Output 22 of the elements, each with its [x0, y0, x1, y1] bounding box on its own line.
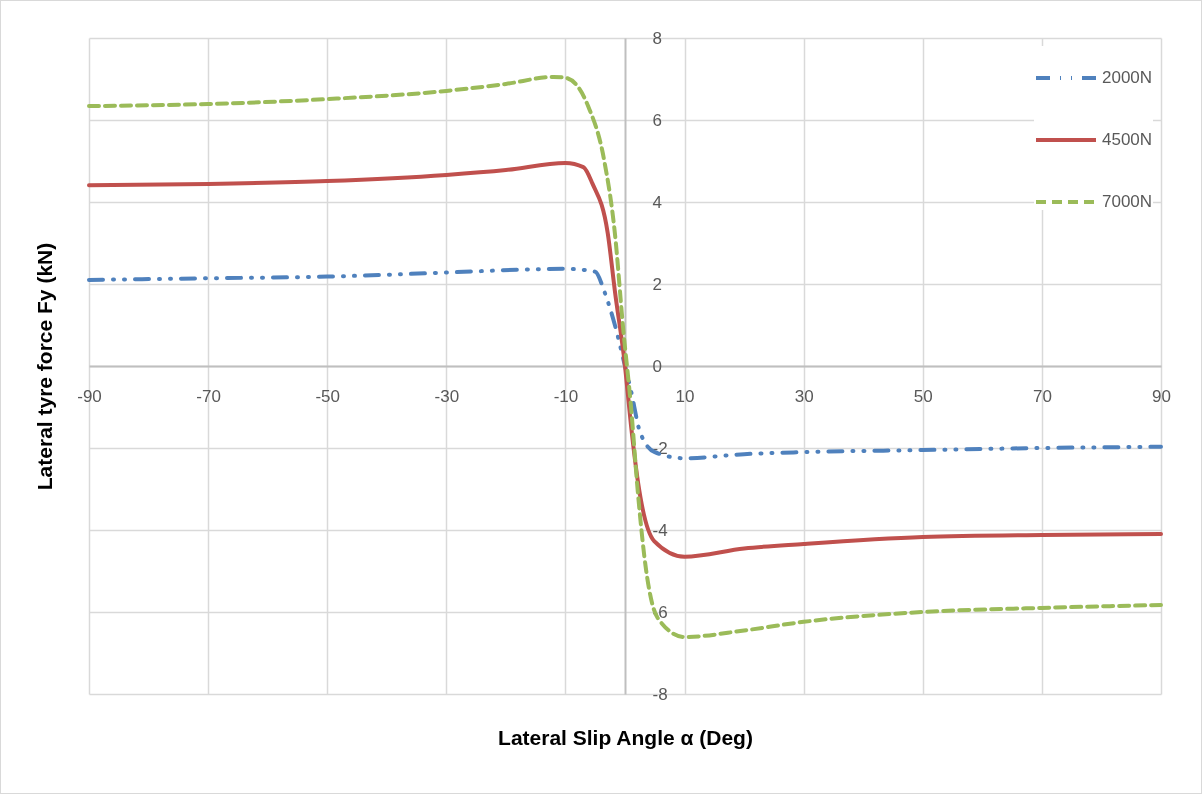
x-tick-label: 50 — [913, 386, 933, 406]
y-tick-label: 6 — [652, 110, 662, 130]
x-tick-label: -50 — [315, 386, 341, 406]
y-tick-label: 4 — [652, 192, 662, 212]
legend-label: 4500N — [1102, 130, 1153, 149]
legend-label: 2000N — [1102, 68, 1153, 87]
x-axis-title: Lateral Slip Angle α (Deg) — [498, 725, 753, 749]
x-tick-label: 90 — [1152, 386, 1171, 406]
y-tick-label: -8 — [652, 684, 668, 704]
x-tick-label: -70 — [196, 386, 221, 406]
y-tick-label: -4 — [652, 520, 668, 540]
x-tick-label: -10 — [553, 386, 579, 406]
y-tick-label: 0 — [652, 356, 662, 376]
x-tick-label: -30 — [434, 386, 460, 406]
y-axis-title: Lateral tyre force Fy (kN) — [32, 242, 56, 491]
x-tick-label: -90 — [77, 386, 102, 406]
legend-label: 7000N — [1102, 192, 1153, 211]
y-tick-label: 2 — [652, 274, 662, 294]
y-tick-label: 8 — [652, 28, 662, 48]
x-tick-label: 70 — [1032, 386, 1052, 406]
x-tick-label: 30 — [794, 386, 814, 406]
x-tick-label: 10 — [675, 386, 695, 406]
